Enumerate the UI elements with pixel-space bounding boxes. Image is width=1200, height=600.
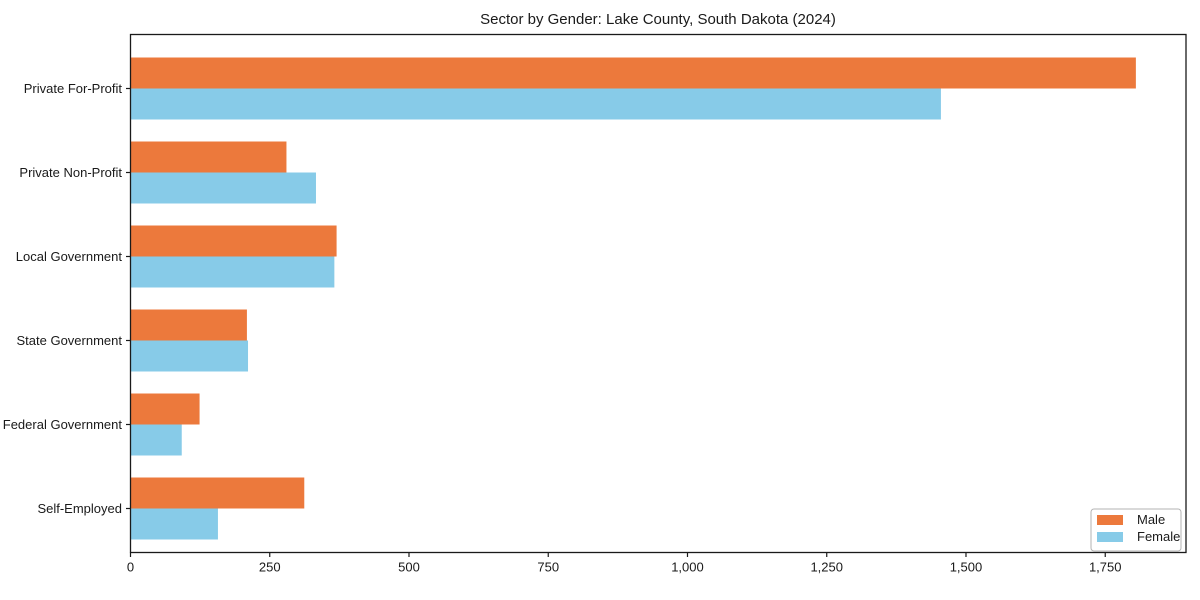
bar-male-0	[130, 57, 1136, 89]
x-tick-label-3: 750	[537, 560, 559, 575]
y-axis-label-1: Private Non-Profit	[19, 165, 122, 180]
x-tick-label-2: 500	[398, 560, 420, 575]
bar-female-5	[130, 508, 218, 540]
bar-female-4	[130, 424, 182, 456]
bar-male-2	[130, 225, 337, 257]
y-axis-label-2: Local Government	[16, 249, 123, 264]
legend-swatch-female	[1097, 532, 1123, 542]
legend-swatch-male	[1097, 515, 1123, 525]
x-tick-label-4: 1,000	[671, 560, 704, 575]
y-axis-label-0: Private For-Profit	[24, 81, 123, 96]
chart-title: Sector by Gender: Lake County, South Dak…	[480, 11, 836, 28]
legend-label-male: Male	[1137, 512, 1165, 527]
y-axis-label-5: Self-Employed	[37, 501, 122, 516]
legend-label-female: Female	[1137, 529, 1180, 544]
bar-male-4	[130, 393, 200, 425]
x-tick-label-0: 0	[127, 560, 134, 575]
bar-female-2	[130, 256, 335, 288]
x-tick-label-6: 1,500	[950, 560, 983, 575]
bar-male-5	[130, 477, 305, 509]
y-axis-label-3: State Government	[17, 333, 123, 348]
bar-female-1	[130, 172, 316, 204]
bar-female-0	[130, 88, 941, 120]
bar-male-1	[130, 141, 287, 173]
bar-female-3	[130, 340, 249, 372]
x-tick-label-5: 1,250	[810, 560, 843, 575]
x-tick-label-7: 1,750	[1089, 560, 1122, 575]
y-axis-label-4: Federal Government	[3, 417, 123, 432]
plot-frame	[129, 33, 1187, 554]
bar-male-3	[130, 309, 247, 341]
x-tick-label-1: 250	[259, 560, 281, 575]
